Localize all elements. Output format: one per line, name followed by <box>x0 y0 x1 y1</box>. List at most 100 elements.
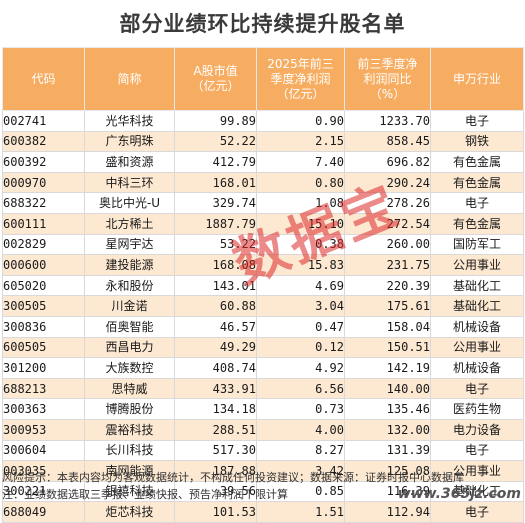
market-cap: 187.88 <box>174 460 257 482</box>
industry: 有色金属 <box>430 171 524 194</box>
stock-code: 300953 <box>2 418 85 441</box>
net-profit: 0.47 <box>256 315 345 338</box>
stock-code: 600111 <box>2 212 85 235</box>
industry: 医药生物 <box>430 398 524 420</box>
page-title: 部分业绩环比持续提升股名单 <box>119 12 406 36</box>
profit-yoy: 175.61 <box>344 295 431 317</box>
industry: 电子 <box>430 439 524 462</box>
market-cap: 168.01 <box>174 171 257 194</box>
market-cap: 46.57 <box>174 315 257 338</box>
industry: 电子 <box>430 192 524 214</box>
profit-yoy: 696.82 <box>344 151 431 173</box>
profit-yoy: 278.26 <box>344 192 431 214</box>
stock-code: 300363 <box>2 398 85 420</box>
stock-code: 600505 <box>2 336 85 359</box>
table-row: 300604 长川科技 517.30 8.27 131.39 电子 <box>2 439 524 462</box>
table-row: 600111 北方稀土 1887.79 15.10 272.54 有色金属 <box>2 212 524 235</box>
market-cap: 517.30 <box>174 439 257 462</box>
net-profit: 4.69 <box>256 274 345 297</box>
table-header-row: 代码 简称 A股市值 （亿元） 2025年前三 季度净利润 （亿元） 前三季度净 利润同比 （%）… <box>2 47 524 111</box>
stock-code: 600382 <box>2 130 85 153</box>
stock-name: 中科三环 <box>84 171 175 194</box>
net-profit: 15.83 <box>256 254 345 276</box>
market-cap: 99.89 <box>174 110 257 132</box>
table-row: 002829 星网宇达 53.22 0.38 260.00 国防军工 <box>2 233 524 256</box>
market-cap: 52.22 <box>174 130 257 153</box>
stock-code: 003035 <box>2 460 85 482</box>
net-profit: 0.38 <box>256 233 345 256</box>
market-cap: 408.74 <box>174 357 257 379</box>
stock-name: 川金诺 <box>84 295 175 317</box>
industry: 国防军工 <box>430 233 524 256</box>
market-cap: 433.91 <box>174 377 257 400</box>
net-profit: 4.00 <box>256 418 345 441</box>
stock-table: 代码 简称 A股市值 （亿元） 2025年前三 季度净利润 （亿元） 前三季度净 利润同比 （%）… <box>2 47 524 523</box>
net-profit: 8.27 <box>256 439 345 462</box>
table-row: 600505 西昌电力 49.29 0.12 150.51 公用事业 <box>2 336 524 359</box>
stock-name: 星网宇达 <box>84 233 175 256</box>
col-name-header: 简称 <box>84 47 175 111</box>
table-row: 688322 奥比中光-U 329.74 1.08 278.26 电子 <box>2 192 524 214</box>
market-cap: 412.79 <box>174 151 257 173</box>
market-cap: 134.18 <box>174 398 257 420</box>
col-net-profit-header: 2025年前三 季度净利润 （亿元） <box>256 47 345 111</box>
profit-yoy: 272.54 <box>344 212 431 235</box>
profit-yoy: 135.46 <box>344 398 431 420</box>
industry: 公用事业 <box>430 336 524 359</box>
stock-name: 永和股份 <box>84 274 175 297</box>
table-row: 600392 盛和资源 412.79 7.40 696.82 有色金属 <box>2 151 524 173</box>
market-cap: 329.74 <box>174 192 257 214</box>
industry: 机械设备 <box>430 357 524 379</box>
table-row: 300836 佰奥智能 46.57 0.47 158.04 机械设备 <box>2 315 524 338</box>
market-cap: 39.56 <box>174 480 257 503</box>
industry: 电子 <box>430 377 524 400</box>
table-row: 688213 思特威 433.91 6.56 140.00 电子 <box>2 377 524 400</box>
net-profit: 0.90 <box>256 110 345 132</box>
profit-yoy: 150.51 <box>344 336 431 359</box>
stock-name: 思特威 <box>84 377 175 400</box>
industry: 有色金属 <box>430 212 524 235</box>
profit-yoy: 132.00 <box>344 418 431 441</box>
stock-code: 300505 <box>2 295 85 317</box>
table-row: 600382 广东明珠 52.22 2.15 858.45 钢铁 <box>2 130 524 153</box>
stock-code: 600392 <box>2 151 85 173</box>
stock-code: 000970 <box>2 171 85 194</box>
industry: 机械设备 <box>430 315 524 338</box>
stock-code: 002829 <box>2 233 85 256</box>
industry: 电力设备 <box>430 418 524 441</box>
profit-yoy: 140.00 <box>344 377 431 400</box>
market-cap: 168.08 <box>174 254 257 276</box>
industry: 钢铁 <box>430 130 524 153</box>
col-yoy-header: 前三季度净 利润同比 （%） <box>344 47 431 111</box>
table-row: 300505 川金诺 60.88 3.04 175.61 基础化工 <box>2 295 524 317</box>
col-industry-header: 申万行业 <box>430 47 524 111</box>
profit-yoy: 158.04 <box>344 315 431 338</box>
col-market-cap-header: A股市值 （亿元） <box>174 47 257 111</box>
data-note: 注：业绩数据选取三季报、业绩快报、预告净利润下限计算 <box>2 488 288 501</box>
market-cap: 60.88 <box>174 295 257 317</box>
profit-yoy: 116.39 <box>344 480 431 503</box>
stock-name: 广东明珠 <box>84 130 175 153</box>
industry: 基础化工 <box>430 295 524 317</box>
table-row: 002741 光华科技 99.89 0.90 1233.70 电子 <box>2 110 524 132</box>
stock-code: 688322 <box>2 192 85 214</box>
table-row: 003035 南网能源 187.88 3.42 125.08 公用事业 <box>2 460 524 482</box>
profit-yoy: 142.19 <box>344 357 431 379</box>
net-profit: 2.15 <box>256 130 345 153</box>
net-profit: 0.12 <box>256 336 345 359</box>
stock-name: 盛和资源 <box>84 151 175 173</box>
footer: 风险提示：本表内容均为客观数据统计，不构成任何投资建议；数据来源：证券时报中心数… <box>2 469 523 505</box>
stock-code: 300836 <box>2 315 85 338</box>
industry: 电子 <box>430 110 524 132</box>
stock-code: 300604 <box>2 439 85 462</box>
stock-name: 长川科技 <box>84 439 175 462</box>
stock-name: 光华科技 <box>84 110 175 132</box>
table-row: 301200 大族数控 408.74 4.92 142.19 机械设备 <box>2 357 524 379</box>
net-profit: 0.80 <box>256 171 345 194</box>
risk-notice: 风险提示：本表内容均为客观数据统计，不构成任何投资建议；数据来源：证券时报中心数… <box>2 471 464 484</box>
market-cap: 1887.79 <box>174 212 257 235</box>
industry: 公用事业 <box>430 460 524 482</box>
net-profit: 0.73 <box>256 398 345 420</box>
table-row: 605020 永和股份 143.01 4.69 220.39 基础化工 <box>2 274 524 297</box>
stock-name: 奥比中光-U <box>84 192 175 214</box>
